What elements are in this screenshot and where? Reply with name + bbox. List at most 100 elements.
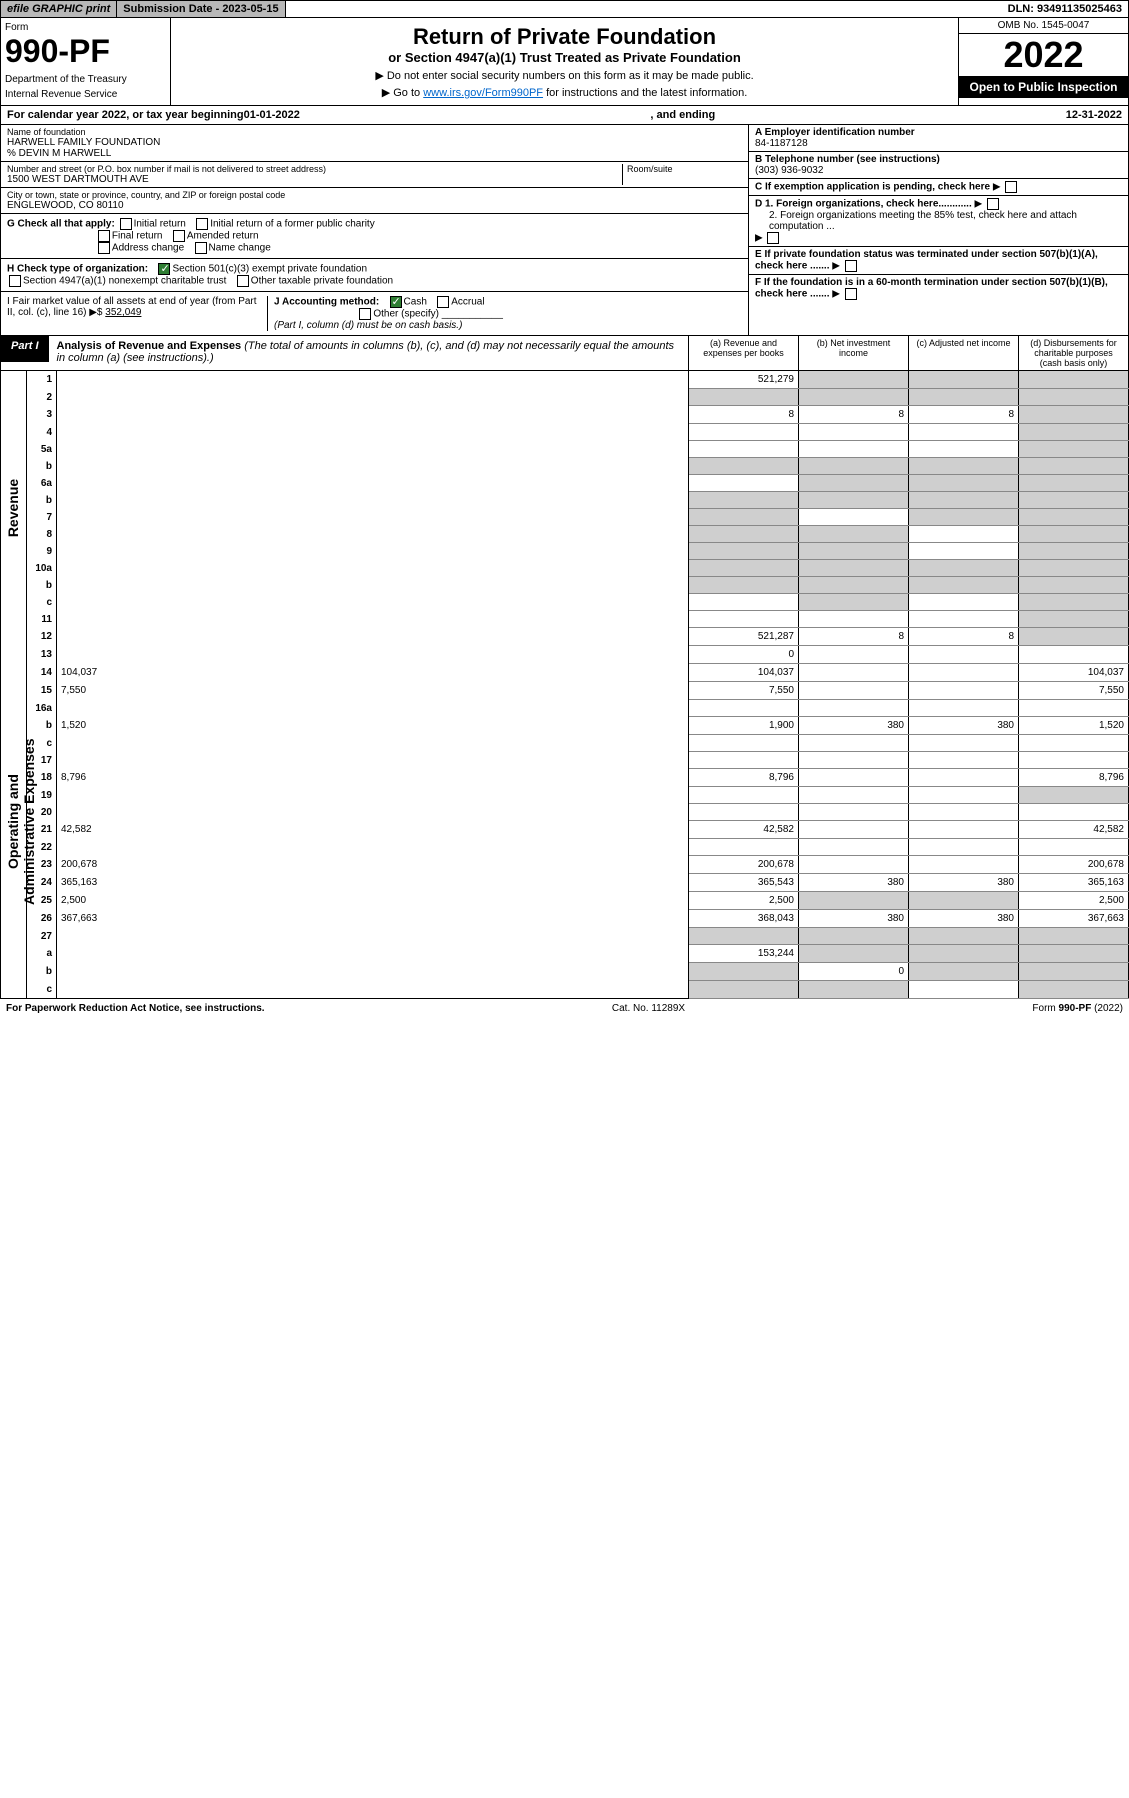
table-row: 22 — [1, 839, 1129, 856]
row-desc: 2,500 — [57, 892, 689, 910]
cell-a — [689, 700, 799, 717]
col-b-header: (b) Net investment income — [798, 336, 908, 370]
col-a-header: (a) Revenue and expenses per books — [688, 336, 798, 370]
cell-d: 365,163 — [1019, 874, 1129, 892]
cell-d — [1019, 804, 1129, 821]
row-desc — [57, 389, 689, 406]
cash-checkbox[interactable] — [390, 296, 402, 308]
row-desc — [57, 981, 689, 999]
address-change-checkbox[interactable] — [98, 242, 110, 254]
f-checkbox[interactable] — [845, 288, 857, 300]
c-checkbox[interactable] — [1005, 181, 1017, 193]
table-row: 10a — [1, 560, 1129, 577]
other-method-checkbox[interactable] — [359, 308, 371, 320]
cell-c — [909, 892, 1019, 910]
row-desc — [57, 700, 689, 717]
cell-d — [1019, 475, 1129, 492]
cell-a — [689, 804, 799, 821]
table-row: 16a — [1, 700, 1129, 717]
ij-section: I Fair market value of all assets at end… — [1, 292, 748, 335]
cell-d: 1,520 — [1019, 717, 1129, 735]
omb: OMB No. 1545-0047 — [959, 18, 1128, 34]
amended-return-checkbox[interactable] — [173, 230, 185, 242]
cell-b — [799, 664, 909, 682]
cell-a — [689, 981, 799, 999]
cell-d — [1019, 492, 1129, 509]
cell-b — [799, 543, 909, 560]
cell-c — [909, 371, 1019, 389]
row-desc — [57, 928, 689, 945]
d2-checkbox[interactable] — [767, 232, 779, 244]
4947a1-checkbox[interactable] — [9, 275, 21, 287]
name-change-checkbox[interactable] — [195, 242, 207, 254]
cell-b: 0 — [799, 963, 909, 981]
initial-return-checkbox[interactable] — [120, 218, 132, 230]
cell-a: 153,244 — [689, 945, 799, 963]
cell-d — [1019, 424, 1129, 441]
d1-checkbox[interactable] — [987, 198, 999, 210]
table-row: 8 — [1, 526, 1129, 543]
cell-a — [689, 735, 799, 752]
ein-value: 84-1187128 — [755, 138, 808, 149]
cell-b — [799, 424, 909, 441]
form-link[interactable]: www.irs.gov/Form990PF — [423, 87, 543, 99]
care-of: % DEVIN M HARWELL — [7, 148, 742, 159]
cell-c — [909, 963, 1019, 981]
e-checkbox[interactable] — [845, 260, 857, 272]
row-desc — [57, 543, 689, 560]
row-number: 13 — [27, 646, 57, 664]
cell-c — [909, 839, 1019, 856]
table-row: 188,7968,7968,796 — [1, 769, 1129, 787]
cell-a — [689, 389, 799, 406]
accrual-checkbox[interactable] — [437, 296, 449, 308]
row-number: 3 — [27, 406, 57, 424]
cell-d — [1019, 577, 1129, 594]
row-number: 10a — [27, 560, 57, 577]
dept1: Department of the Treasury — [5, 74, 166, 85]
cell-a: 42,582 — [689, 821, 799, 839]
cell-d — [1019, 526, 1129, 543]
table-row: b0 — [1, 963, 1129, 981]
cell-d — [1019, 646, 1129, 664]
table-row: a153,244 — [1, 945, 1129, 963]
cell-c — [909, 458, 1019, 475]
tel-label: B Telephone number (see instructions) — [755, 154, 940, 165]
row-desc — [57, 424, 689, 441]
f-label: F If the foundation is in a 60-month ter… — [755, 277, 1108, 300]
cell-c — [909, 526, 1019, 543]
cell-a — [689, 458, 799, 475]
table-row: 3888 — [1, 406, 1129, 424]
cell-a — [689, 424, 799, 441]
cell-d — [1019, 839, 1129, 856]
revenue-side-label: Revenue — [1, 371, 27, 646]
row-number: b — [27, 492, 57, 509]
cell-b — [799, 787, 909, 804]
cell-a: 8,796 — [689, 769, 799, 787]
cell-a: 368,043 — [689, 910, 799, 928]
501c3-checkbox[interactable] — [158, 263, 170, 275]
table-row: 23200,678200,678200,678 — [1, 856, 1129, 874]
row-desc — [57, 752, 689, 769]
instr1: ▶ Do not enter social security numbers o… — [177, 69, 952, 82]
street-address: 1500 WEST DARTMOUTH AVE — [7, 174, 622, 185]
initial-public-checkbox[interactable] — [196, 218, 208, 230]
table-row: Revenue1521,279 — [1, 371, 1129, 389]
cell-a: 200,678 — [689, 856, 799, 874]
other-taxable-checkbox[interactable] — [237, 275, 249, 287]
table-row: 7 — [1, 509, 1129, 526]
efile-label[interactable]: efile GRAPHIC print — [1, 1, 117, 17]
cell-c — [909, 787, 1019, 804]
form-label: Form — [5, 22, 166, 33]
final-return-checkbox[interactable] — [98, 230, 110, 242]
table-row: b — [1, 492, 1129, 509]
cell-a — [689, 526, 799, 543]
part1-tab: Part I — [1, 336, 49, 362]
cell-d: 200,678 — [1019, 856, 1129, 874]
table-row: 252,5002,5002,500 — [1, 892, 1129, 910]
cell-d — [1019, 752, 1129, 769]
footer: For Paperwork Reduction Act Notice, see … — [0, 999, 1129, 1018]
fmv-value: 352,049 — [105, 307, 141, 318]
cell-c — [909, 646, 1019, 664]
cell-a: 521,287 — [689, 628, 799, 646]
part1-table: Revenue1521,2792388845ab6ab78910abc11125… — [0, 371, 1129, 999]
